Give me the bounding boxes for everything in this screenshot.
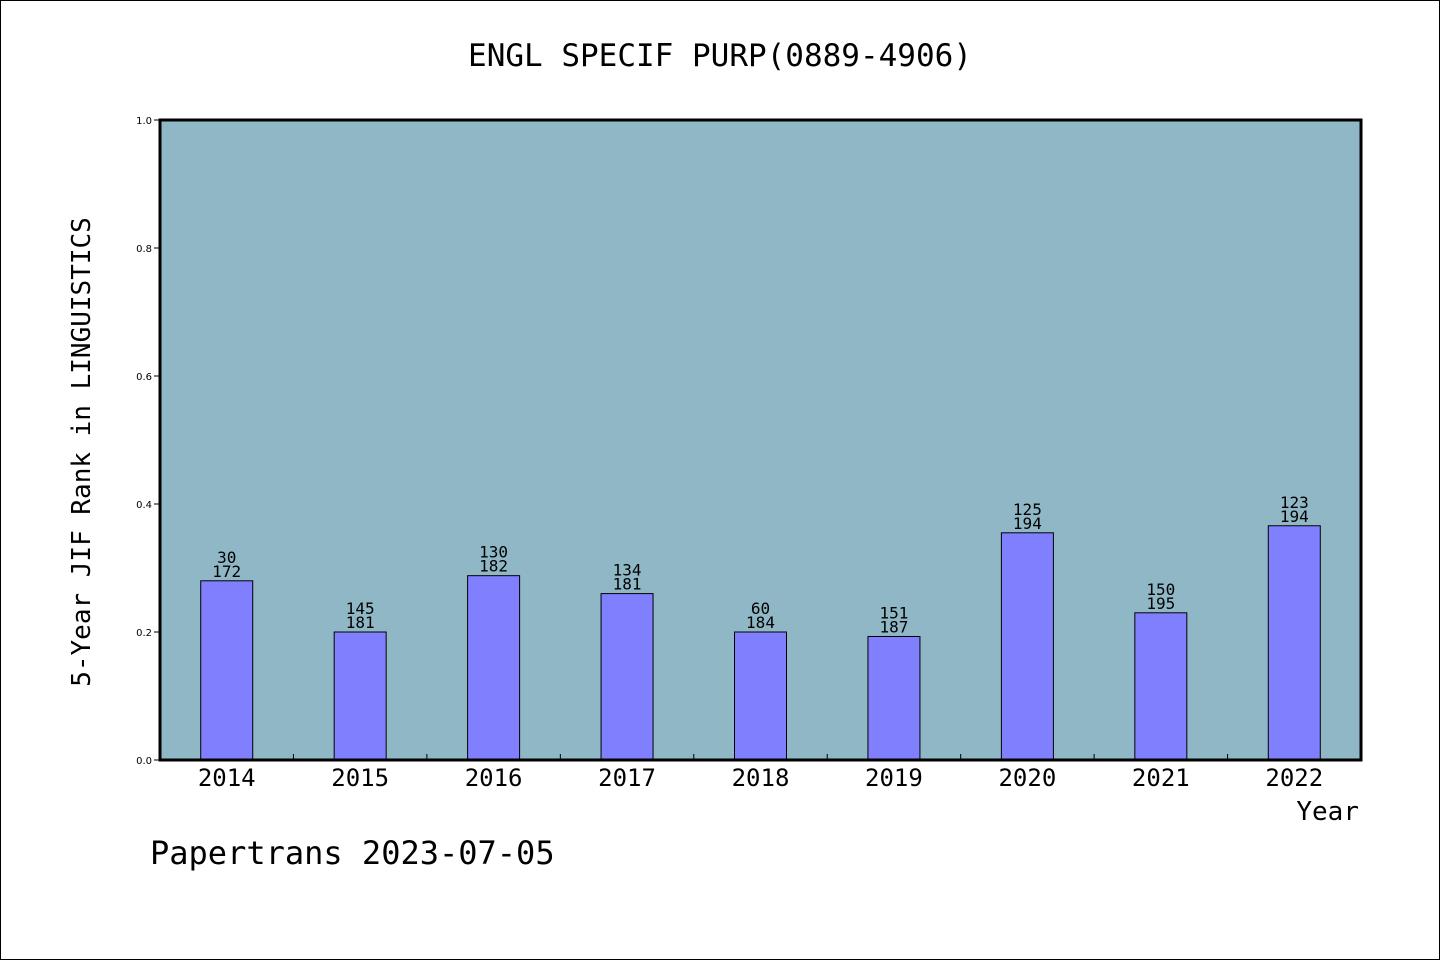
bar-rank-label: 151 — [879, 603, 908, 622]
bar — [1267, 525, 1321, 761]
bar — [734, 631, 787, 761]
x-tick-label: 2015 — [331, 764, 389, 792]
bar-total-label: 181 — [346, 613, 375, 632]
bar — [1134, 612, 1188, 761]
x-tick-label: 2014 — [198, 764, 256, 792]
bar-rank-label: 60 — [751, 599, 770, 618]
bar-total-label: 194 — [1280, 507, 1309, 526]
y-tick-label: 0.8 — [136, 244, 152, 255]
x-tick-label: 2016 — [465, 764, 523, 792]
bar — [867, 635, 921, 761]
bar-rank-label: 123 — [1280, 493, 1309, 512]
bar-total-label: 184 — [746, 613, 775, 632]
bar — [200, 580, 254, 761]
x-tick-label: 2019 — [865, 764, 923, 792]
chart-title: ENGL SPECIF PURP(0889-4906) — [468, 38, 972, 74]
bar-total-label: 195 — [1146, 594, 1175, 613]
y-tick-label: 0.4 — [136, 500, 152, 511]
bar-rank-label: 130 — [479, 543, 508, 562]
bar-rank-label: 125 — [1013, 500, 1042, 519]
bar-total-label: 182 — [479, 557, 508, 576]
y-tick-label: 1.0 — [136, 116, 152, 127]
bar-total-label: 187 — [879, 617, 908, 636]
bar-rank-label: 134 — [613, 561, 642, 580]
bar-total-label: 181 — [613, 575, 642, 594]
bar-rank-label: 145 — [346, 599, 375, 618]
x-tick-label: 2018 — [732, 764, 790, 792]
bar — [467, 575, 521, 761]
y-tick-label: 0.0 — [136, 756, 152, 767]
x-tick-label: 2022 — [1265, 764, 1323, 792]
bar — [333, 631, 387, 761]
bar-total-label: 194 — [1013, 514, 1042, 533]
bar-total-label: 172 — [212, 562, 241, 581]
y-axis-ticks: 0.0 0.2 0.4 0.6 0.8 1.0 — [136, 116, 160, 767]
plot-border — [158, 118, 1363, 762]
footer-credit: Papertrans 2023-07-05 — [150, 834, 555, 872]
x-axis-ticks: 2014 2015 2016 2017 2018 2019 2020 2021 2022 — [198, 754, 1323, 792]
x-tick-label: 2021 — [1132, 764, 1190, 792]
x-axis-label: Year — [1296, 797, 1359, 827]
bar-rank-label: 150 — [1146, 580, 1175, 599]
y-axis-label: 5-Year JIF Rank in LINGUISTICS — [67, 217, 97, 687]
bar — [1000, 532, 1054, 761]
bars — [200, 525, 1321, 761]
bar — [600, 593, 654, 761]
y-tick-label: 0.2 — [136, 628, 152, 639]
bar-rank-label: 30 — [217, 548, 236, 567]
x-tick-label: 2020 — [998, 764, 1056, 792]
x-tick-label: 2017 — [598, 764, 656, 792]
y-tick-label: 0.6 — [136, 372, 152, 383]
